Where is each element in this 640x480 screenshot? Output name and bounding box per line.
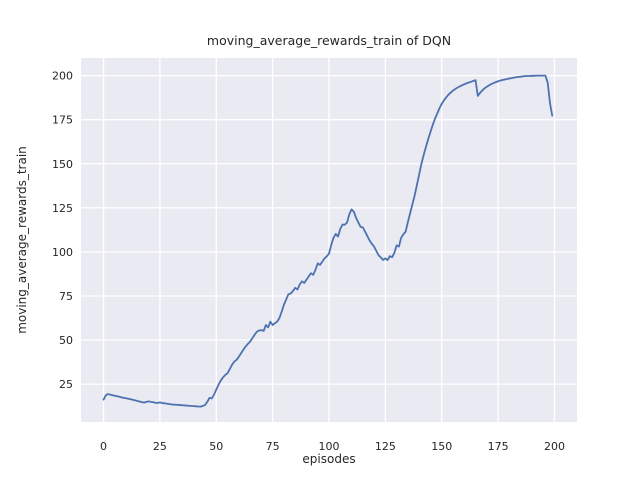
y-tick-label: 75 xyxy=(59,290,73,303)
x-tick-labels: 0 25 50 75 100 125 150 175 200 xyxy=(100,440,565,453)
y-axis-label: moving_average_rewards_train xyxy=(15,146,29,334)
y-tick-label: 125 xyxy=(52,202,73,215)
y-tick-label: 100 xyxy=(52,246,73,259)
x-tick-label: 50 xyxy=(209,440,223,453)
y-tick-label: 200 xyxy=(52,70,73,83)
y-tick-label: 150 xyxy=(52,158,73,171)
x-axis-label: episodes xyxy=(302,452,355,466)
x-tick-label: 125 xyxy=(375,440,396,453)
y-tick-labels: 25 50 75 100 125 150 175 200 xyxy=(52,70,73,391)
x-tick-label: 200 xyxy=(544,440,565,453)
gridlines xyxy=(81,58,577,422)
x-tick-label: 175 xyxy=(488,440,509,453)
x-tick-label: 0 xyxy=(100,440,107,453)
y-tick-label: 175 xyxy=(52,114,73,127)
x-tick-label: 25 xyxy=(153,440,167,453)
x-tick-label: 100 xyxy=(319,440,340,453)
y-tick-label: 25 xyxy=(59,378,73,391)
x-tick-label: 75 xyxy=(266,440,280,453)
y-tick-label: 50 xyxy=(59,334,73,347)
chart-title: moving_average_rewards_train of DQN xyxy=(207,33,451,48)
x-tick-label: 150 xyxy=(431,440,452,453)
reward-line-series xyxy=(102,74,554,408)
